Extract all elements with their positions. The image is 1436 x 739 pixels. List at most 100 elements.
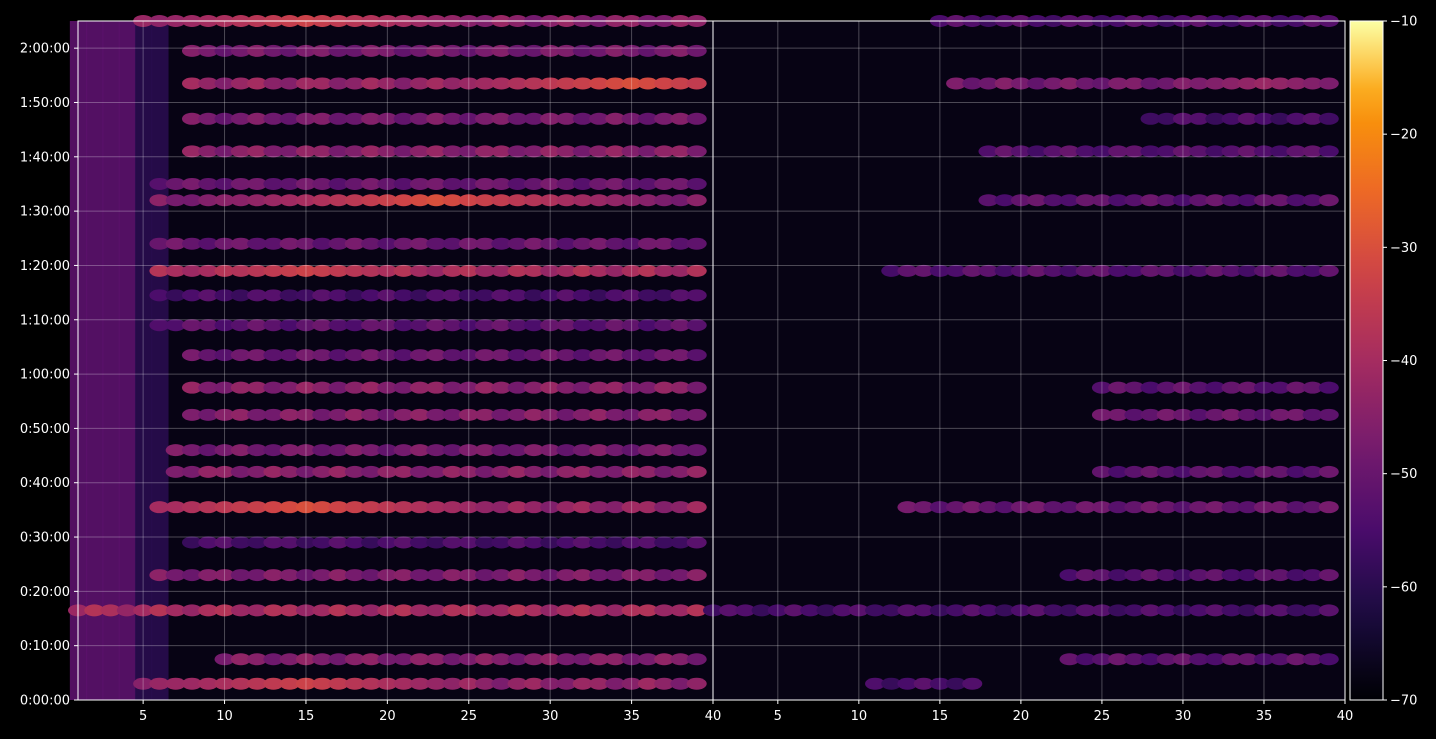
x-tick-label: 20 [379, 709, 396, 724]
spectrogram-cell [556, 677, 577, 690]
spectrogram-cell [475, 465, 496, 478]
spectrogram-cell [621, 569, 642, 582]
spectrogram-cell [994, 604, 1015, 617]
spectrogram-cell [751, 604, 772, 617]
spectrogram-cell [605, 569, 626, 582]
spectrogram-cell [670, 145, 691, 158]
spectrogram-cell [1189, 264, 1210, 277]
spectrogram-cell [295, 264, 316, 277]
spectrogram-cell [1286, 465, 1307, 478]
spectrogram-cell [523, 408, 544, 421]
spectrogram-cell [377, 319, 398, 332]
colorbar-gradient [1349, 20, 1384, 701]
spectrogram-cell [84, 604, 105, 617]
spectrogram-cell [393, 289, 414, 302]
spectrogram-cell [1059, 501, 1080, 514]
spectrogram-cell [263, 177, 284, 190]
colorbar: −10 −20 −30 −40 −50 −60 −70 [1349, 15, 1417, 709]
spectrogram-cell [686, 536, 707, 549]
spectrogram-cell [1075, 604, 1096, 617]
spectrogram-cell [328, 145, 349, 158]
spectrogram-cell [654, 677, 675, 690]
spectrogram-cell [181, 536, 202, 549]
spectrogram-cell [1075, 653, 1096, 666]
spectrogram-cell [589, 677, 610, 690]
spectrogram-cell [556, 194, 577, 207]
spectrogram-cell [181, 349, 202, 362]
spectrogram-cell [198, 444, 219, 457]
x-tick-label: 30 [1175, 709, 1192, 724]
spectrogram-cell [295, 237, 316, 250]
spectrogram-cell [1108, 408, 1129, 421]
spectrogram-cell [978, 194, 999, 207]
spectrogram-cell [247, 177, 268, 190]
spectrogram-cell [637, 444, 658, 457]
spectrogram-cell [572, 465, 593, 478]
spectrogram-cell [458, 444, 479, 457]
spectrogram-cell [263, 408, 284, 421]
spectrogram-cell [670, 444, 691, 457]
spectrogram-cell [409, 536, 430, 549]
spectrogram-cell [946, 501, 967, 514]
spectrogram-cell [670, 112, 691, 125]
spectrogram-cell [1318, 264, 1339, 277]
spectrogram-cell [1318, 408, 1339, 421]
spectrogram-cell [230, 112, 251, 125]
spectrogram-cell [426, 604, 447, 617]
spectrogram-cell [1221, 408, 1242, 421]
spectrogram-cell [442, 677, 463, 690]
colorbar-tick-label: −70 [1390, 694, 1417, 709]
spectrogram-cell [361, 237, 382, 250]
spectrogram-cell [442, 653, 463, 666]
spectrogram-cell [621, 264, 642, 277]
spectrogram-cell [1124, 381, 1145, 394]
spectrogram-cell [507, 264, 528, 277]
spectrogram-cell [556, 44, 577, 57]
spectrogram-cell [100, 604, 121, 617]
spectrogram-cell [621, 145, 642, 158]
spectrogram-cell [621, 465, 642, 478]
spectrogram-cell [442, 319, 463, 332]
spectrogram-cell [605, 465, 626, 478]
spectrogram-cell [279, 145, 300, 158]
spectrogram-cell [328, 536, 349, 549]
spectrogram-cell [361, 289, 382, 302]
spectrogram-cell [1043, 264, 1064, 277]
spectrogram-cell [670, 381, 691, 394]
spectrogram-cell [1108, 501, 1129, 514]
spectrogram-cell [214, 349, 235, 362]
spectrogram-cell [1286, 381, 1307, 394]
spectrogram-cell [1318, 381, 1339, 394]
spectrogram-cell [361, 381, 382, 394]
spectrogram-cell [1221, 194, 1242, 207]
spectrogram-cell [312, 112, 333, 125]
spectrogram-cell [214, 289, 235, 302]
spectrogram-cell [214, 408, 235, 421]
x-tick-label: 5 [774, 709, 782, 724]
spectrogram-cell [361, 653, 382, 666]
spectrogram-cell [962, 501, 983, 514]
spectrogram-cell [1302, 194, 1323, 207]
spectrogram-cell [181, 145, 202, 158]
spectrogram-cell [1286, 77, 1307, 90]
spectrogram-cell [295, 677, 316, 690]
spectrogram-cell [686, 381, 707, 394]
spectrogram-cell [556, 177, 577, 190]
x-axis-ticks: 5 10 15 20 25 30 35 40 5 10 15 20 25 30 35 40 [139, 700, 1353, 724]
spectrogram-cell [572, 444, 593, 457]
spectrogram-cell [865, 677, 886, 690]
spectrogram-cell [507, 408, 528, 421]
spectrogram-cell [523, 44, 544, 57]
spectrogram-cell [1124, 569, 1145, 582]
spectrogram-cell [279, 604, 300, 617]
spectrogram-cell [214, 319, 235, 332]
spectrogram-cell [1108, 145, 1129, 158]
spectrogram-cell [377, 44, 398, 57]
spectrogram-cell [295, 194, 316, 207]
spectrogram-cell [1253, 194, 1274, 207]
spectrogram-cell [165, 264, 186, 277]
spectrogram-cell [556, 264, 577, 277]
spectrogram-cell [426, 677, 447, 690]
spectrogram-cell [1302, 145, 1323, 158]
spectrogram-cell [442, 569, 463, 582]
